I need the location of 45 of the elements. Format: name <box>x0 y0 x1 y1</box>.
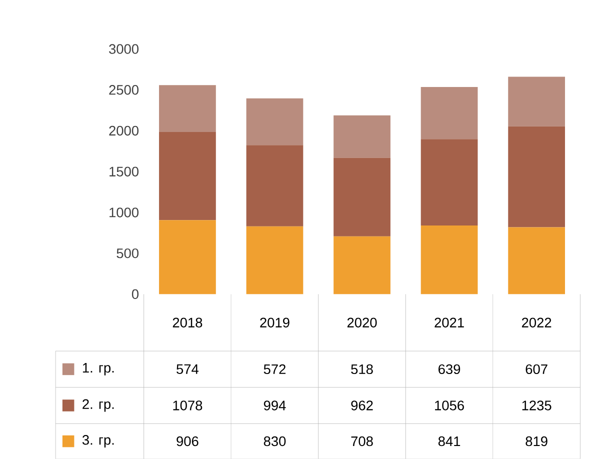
data-label: 1078 <box>173 400 202 410</box>
bar <box>246 145 304 226</box>
bar <box>159 85 216 132</box>
y-tick-label: 0 <box>132 289 139 300</box>
bar <box>508 76 565 126</box>
y-tick-label: 1500 <box>110 166 139 176</box>
bar <box>334 236 390 294</box>
data-label: 841 <box>438 436 460 446</box>
data-label: 1056 <box>435 400 464 410</box>
x-tick-label: 2018 <box>172 318 202 328</box>
bar <box>246 98 304 146</box>
bar <box>420 86 478 140</box>
bar <box>508 126 565 228</box>
data-label: 1235 <box>522 400 552 410</box>
bar <box>420 139 478 226</box>
y-tick-label: 2500 <box>109 85 139 95</box>
data-label: 574 <box>176 364 199 374</box>
data-label: 994 <box>264 400 286 410</box>
y-tick-label: 1000 <box>110 208 139 218</box>
bar <box>159 220 216 294</box>
bar <box>334 158 390 236</box>
x-tick-label: 2019 <box>260 318 290 328</box>
y-tick-label: 500 <box>116 248 139 258</box>
data-label: 830 <box>264 436 286 446</box>
bar <box>159 132 216 220</box>
data-label: 639 <box>438 364 460 374</box>
data-label: 906 <box>176 436 198 446</box>
x-tick-label: 2020 <box>347 318 377 328</box>
bar <box>246 226 304 294</box>
data-label: 708 <box>351 436 373 446</box>
data-label: 572 <box>264 364 286 374</box>
data-label: 518 <box>351 364 373 374</box>
data-label: 607 <box>526 364 548 374</box>
y-tick-label: 3000 <box>109 44 139 54</box>
data-label: 962 <box>351 400 373 410</box>
bar <box>420 225 478 294</box>
x-tick-label: 2022 <box>522 318 552 328</box>
x-tick-label: 2021 <box>434 318 464 328</box>
bar <box>334 115 390 158</box>
legend-label: 2. гр. <box>82 399 114 412</box>
legend-label: 1. гр. <box>82 363 114 376</box>
legend-label: 3. гр. <box>82 435 114 448</box>
bar <box>508 227 565 294</box>
data-label: 819 <box>526 436 548 446</box>
y-tick-label: 2000 <box>109 126 139 136</box>
